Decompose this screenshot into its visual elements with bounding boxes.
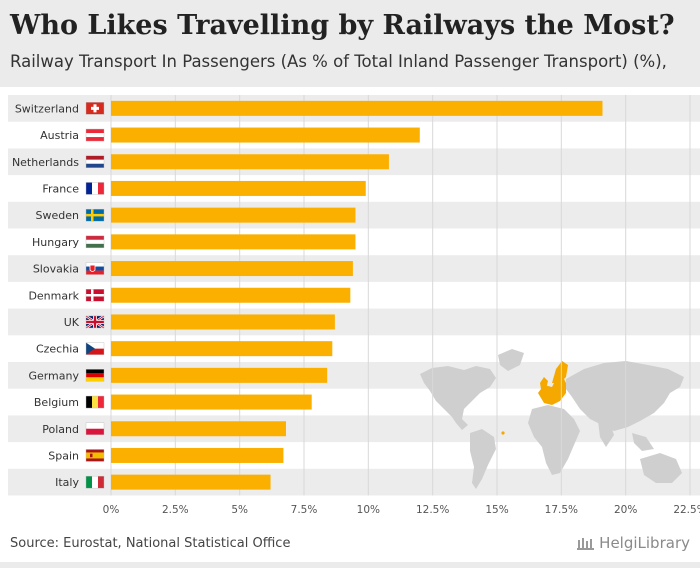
flag-be-icon — [85, 395, 105, 409]
category-label: Belgium — [34, 396, 79, 409]
map-india — [598, 421, 614, 447]
category-label: UK — [64, 316, 80, 329]
bar — [111, 474, 271, 490]
flag-pl-icon — [85, 422, 105, 435]
flag-dk-icon — [85, 289, 105, 302]
category-label: Denmark — [28, 289, 79, 302]
chart-subtitle: Railway Transport In Passengers (As % of… — [10, 52, 667, 71]
x-tick-label: 2.5% — [162, 504, 189, 516]
bar — [111, 394, 312, 410]
country-flags — [85, 102, 105, 489]
map-scandinavia-highlight — [552, 361, 568, 383]
category-labels: Switzerland Austria Netherlands France Swede… — [12, 102, 80, 489]
x-tick-label: 15% — [485, 504, 508, 516]
category-label: Switzerland — [15, 102, 79, 115]
bar — [111, 180, 366, 196]
category-label: Spain — [48, 449, 79, 462]
bar — [111, 154, 389, 170]
flag-cz-icon — [85, 342, 105, 355]
bar — [111, 261, 353, 277]
bar — [111, 367, 328, 383]
bar — [111, 207, 356, 223]
map-south-america — [470, 429, 496, 489]
category-label: Hungary — [32, 236, 79, 249]
bars — [111, 100, 603, 490]
map-africa — [528, 405, 580, 475]
category-label: Slovakia — [33, 263, 79, 276]
category-label: Austria — [40, 129, 79, 142]
bar — [111, 421, 286, 437]
flag-it-icon — [85, 475, 105, 489]
category-label: France — [42, 182, 79, 195]
x-tick-label: 12.5% — [416, 504, 449, 516]
x-tick-label: 20% — [614, 504, 637, 516]
map-greenland — [498, 349, 524, 371]
flag-es-icon — [85, 449, 105, 462]
bar — [111, 100, 603, 116]
bar — [111, 314, 335, 330]
x-tick-label: 17.5% — [545, 504, 578, 516]
category-label: Germany — [28, 369, 79, 382]
x-tick-label: 10% — [357, 504, 380, 516]
chart-header: Who Likes Travelling by Railways the Mos… — [0, 0, 700, 87]
bar — [111, 341, 333, 357]
map-asia — [566, 361, 684, 431]
brand-name: HelgiLibrary — [599, 534, 690, 552]
bar — [111, 447, 284, 463]
flag-fr-icon — [85, 182, 105, 195]
flag-ch-icon — [85, 102, 105, 115]
category-label: Czechia — [36, 343, 79, 356]
flag-de-icon — [85, 369, 105, 382]
source-note: Source: Eurostat, National Statistical O… — [10, 536, 291, 551]
category-label: Netherlands — [12, 156, 79, 169]
x-tick-label: 0% — [103, 504, 120, 516]
map-marker — [501, 431, 505, 435]
map-australia — [640, 453, 682, 483]
x-tick-label: 5% — [231, 504, 248, 516]
category-label: Poland — [42, 423, 79, 436]
x-tick-label: 22.5% — [673, 504, 700, 516]
footer-rule — [0, 562, 700, 568]
flag-hu-icon — [85, 235, 105, 249]
category-label: Sweden — [36, 209, 79, 222]
bar — [111, 127, 420, 143]
library-icon — [577, 538, 595, 550]
bar — [111, 287, 351, 303]
category-label: Italy — [55, 476, 79, 489]
map-southeast-asia — [632, 433, 654, 451]
map-uk-highlight — [540, 377, 548, 389]
map-north-america — [420, 366, 496, 430]
x-tick-label: 7.5% — [291, 504, 318, 516]
bar-chart: Switzerland Austria Netherlands France Swede… — [8, 95, 700, 516]
flag-sk-icon — [85, 262, 105, 275]
flag-uk-icon — [85, 314, 105, 329]
chart-title: Who Likes Travelling by Railways the Mos… — [10, 10, 675, 41]
flag-at-icon — [85, 128, 105, 142]
bar — [111, 234, 356, 250]
world-map — [420, 349, 684, 489]
x-axis-ticks: 0% 2.5% 5% 7.5% 10% 12.5% 15% 17.5% 20% 22.5% — [103, 504, 700, 516]
brand-logo: HelgiLibrary — [577, 534, 690, 552]
flag-nl-icon — [85, 155, 105, 168]
flag-se-icon — [85, 208, 105, 222]
